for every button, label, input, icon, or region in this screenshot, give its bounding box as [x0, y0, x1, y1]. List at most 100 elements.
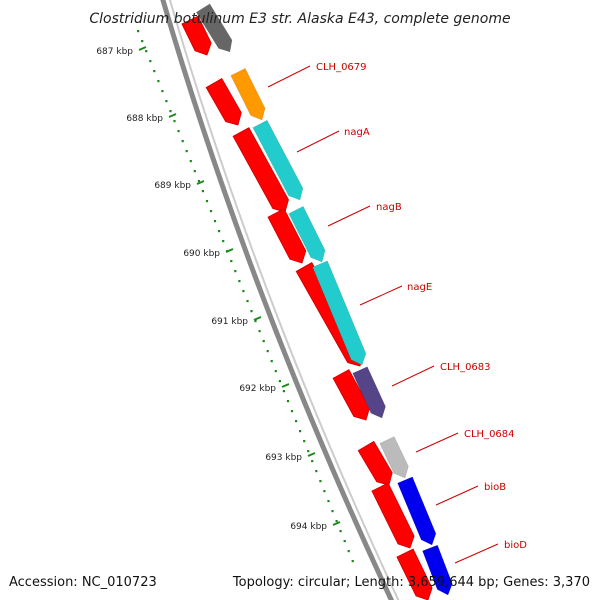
gene-leader-line: [415, 432, 459, 453]
ruler-dot: [351, 560, 354, 563]
ruler-dot: [250, 310, 253, 313]
gene-bar: [252, 119, 304, 201]
ruler-dot: [157, 80, 160, 83]
ruler-dot: [258, 330, 261, 333]
gene-label[interactable]: CLH_0684: [464, 429, 515, 440]
cds-arrow: [205, 77, 242, 126]
ruler-dot: [201, 190, 204, 193]
ruler-dot: [319, 480, 322, 483]
ruler-label: 691 kbp: [211, 317, 248, 327]
ruler-dot: [303, 440, 306, 443]
ruler-dot: [311, 460, 314, 463]
ruler-dot: [173, 120, 176, 123]
gene-leader-line: [267, 65, 311, 88]
ruler-tick: [253, 316, 262, 321]
ruler-dot: [286, 400, 290, 403]
ruler-dot: [205, 200, 209, 203]
gene-bar: [230, 67, 266, 121]
ruler-dot: [177, 130, 180, 133]
gene-leader-line: [296, 130, 340, 153]
ruler-dot: [141, 40, 144, 43]
ruler-dot: [213, 220, 217, 223]
cds-arrow: [357, 440, 393, 486]
ruler-dot: [262, 340, 265, 343]
gene-leader-line: [435, 485, 479, 506]
ruler-dot: [137, 30, 140, 33]
ruler-dot: [165, 100, 168, 103]
topology-text: Topology: circular; Length: 3,659,644 bp…: [232, 575, 590, 590]
ruler-label: 690 kbp: [183, 249, 220, 259]
ruler-dot: [266, 350, 269, 353]
ruler-dot: [153, 70, 156, 73]
gene-label[interactable]: nagE: [407, 282, 432, 293]
genome-backbone: [160, 0, 400, 600]
ruler-dot: [193, 170, 196, 173]
ruler-label: 694 kbp: [290, 522, 327, 532]
gene-track: [196, 3, 453, 596]
ruler-dot: [307, 450, 310, 453]
ruler-dot: [327, 500, 330, 503]
ruler-dot: [197, 180, 200, 183]
ruler-tick: [168, 113, 177, 118]
ruler-dot: [290, 410, 294, 413]
ruler-dot: [282, 390, 285, 393]
ruler-dot: [222, 240, 225, 243]
gene-leader-line: [327, 205, 371, 227]
ruler-label: 692 kbp: [239, 384, 276, 394]
ruler-dot: [185, 150, 188, 153]
gene-leader-line: [359, 285, 403, 306]
ruler-dot: [339, 530, 342, 533]
cds-arrow: [267, 208, 307, 264]
ruler-tick: [281, 383, 290, 388]
gene-label[interactable]: nagB: [376, 202, 402, 213]
ruler-dot: [238, 280, 241, 283]
ruler-dot: [189, 160, 192, 163]
ruler-dot: [218, 230, 221, 233]
cds-track-forward: [181, 15, 433, 600]
ruler-dot: [323, 490, 326, 493]
ruler-dot: [335, 520, 338, 523]
gene-bar: [288, 205, 326, 263]
ruler-dot: [278, 380, 281, 383]
gene-label[interactable]: CLH_0683: [440, 362, 491, 373]
ruler-dot: [270, 360, 273, 363]
cds-arrow: [232, 127, 289, 213]
gene-bar: [422, 544, 453, 596]
ruler-dot: [169, 110, 172, 113]
gene-bar: [379, 436, 409, 479]
ruler-dot: [246, 300, 249, 303]
ruler-dot: [234, 270, 237, 273]
gene-bar: [312, 260, 367, 366]
gene-bar: [397, 476, 437, 546]
accession-text: Accession: NC_010723: [9, 575, 157, 590]
ruler-dot: [347, 550, 350, 553]
ruler-dot: [209, 210, 213, 213]
ruler-dot: [331, 510, 334, 513]
gene-bar: [352, 366, 386, 419]
ruler-label: 687 kbp: [96, 47, 133, 57]
map-title: Clostridium botulinum E3 str. Alaska E43…: [89, 11, 510, 27]
ruler-dot: [149, 60, 152, 63]
cds-arrow: [371, 482, 415, 549]
ruler-label: 688 kbp: [126, 114, 163, 124]
gene-bar: [196, 3, 233, 53]
cds-arrow: [396, 548, 433, 600]
ruler-dot: [181, 140, 184, 143]
ruler-label: 693 kbp: [265, 453, 302, 463]
ruler-dot: [295, 420, 298, 423]
gene-label[interactable]: bioD: [504, 540, 527, 551]
cds-arrow: [181, 15, 212, 56]
gene-label[interactable]: nagA: [344, 127, 370, 138]
cds-arrow: [332, 369, 371, 421]
gene-label[interactable]: CLH_0679: [316, 62, 367, 73]
gene-label[interactable]: bioB: [484, 482, 506, 493]
backbone-line: [160, 0, 395, 600]
gene-leader-line: [454, 543, 499, 564]
ruler-tick: [307, 452, 316, 457]
ruler-dot: [254, 320, 257, 323]
ruler-track: 687 kbp 688 kbp 689 kbp 690 kbp 691 kbp 692 k…: [96, 30, 354, 563]
gene-labels: CLH_0679 nagA nagB nagE CLH_0683 CLH_0684 bioB…: [267, 62, 527, 564]
ruler-dot: [299, 430, 302, 433]
ruler-dot: [315, 470, 318, 473]
